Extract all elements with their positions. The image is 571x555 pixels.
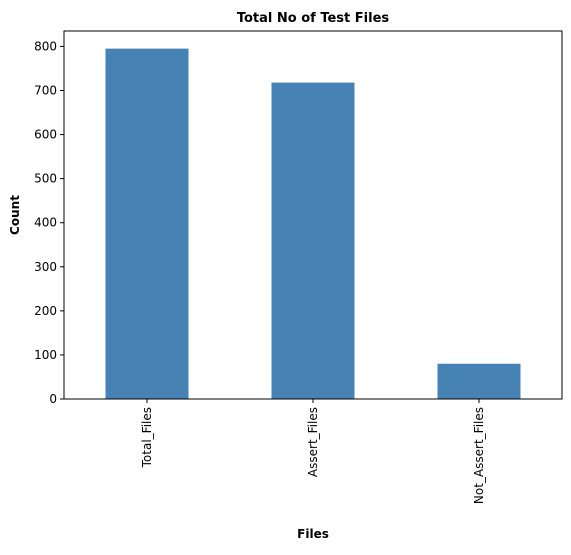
y-tick-label: 600 — [34, 128, 57, 142]
y-tick-label: 800 — [34, 39, 57, 53]
bars-group — [105, 48, 521, 399]
y-tick-label: 200 — [34, 304, 57, 318]
x-tick-label: Assert_Files — [306, 407, 320, 477]
bar-total-files — [105, 48, 189, 399]
y-axis: 0 100 200 300 400 500 600 700 800 — [34, 39, 64, 406]
chart-title: Total No of Test Files — [237, 11, 390, 26]
bar-assert-files — [271, 82, 355, 399]
y-axis-label: Count — [8, 195, 22, 235]
plot-frame — [63, 30, 563, 400]
y-tick-label: 100 — [34, 348, 57, 362]
bar-not-assert-files — [437, 363, 521, 399]
y-tick-label: 700 — [34, 83, 57, 97]
x-tick-label: Total_Files — [140, 407, 154, 468]
x-tick-label: Not_Assert_Files — [472, 407, 486, 504]
y-tick-label: 300 — [34, 260, 57, 274]
x-axis: Total_Files Assert_Files Not_Assert_Files — [140, 399, 486, 504]
y-tick-label: 400 — [34, 216, 57, 230]
x-axis-label: Files — [297, 527, 329, 541]
y-tick-label: 0 — [49, 392, 57, 406]
y-tick-label: 500 — [34, 172, 57, 186]
